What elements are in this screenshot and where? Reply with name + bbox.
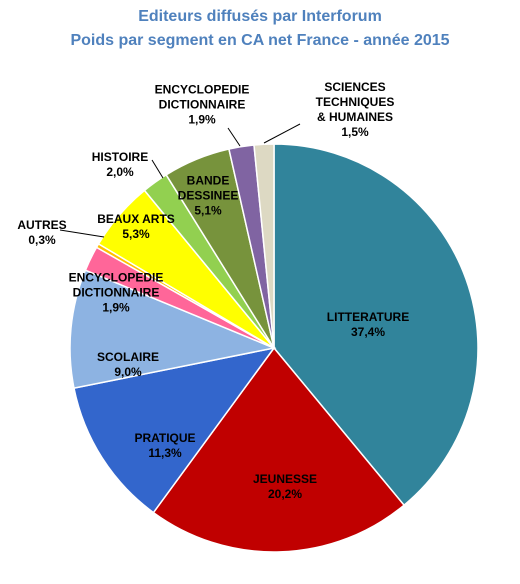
chart-title: Editeurs diffusés par Interforum bbox=[138, 8, 382, 25]
leader-line bbox=[59, 229, 105, 238]
value-label: 2,0% bbox=[106, 165, 134, 179]
slice-label: PRATIQUE 11,3% bbox=[134, 431, 195, 461]
slice-label: ENCYCLOPEDIE DICTIONNAIRE 1,9% bbox=[69, 271, 164, 316]
value-label: 5,1% bbox=[194, 203, 222, 218]
value-label: 11,3% bbox=[148, 446, 182, 460]
slice-label: AUTRES 0,3% bbox=[17, 218, 66, 248]
leader-line bbox=[227, 127, 241, 147]
slice-label: BEAUX ARTS 5,3% bbox=[97, 212, 175, 242]
category-label: SCOLAIRE bbox=[96, 350, 160, 364]
value-label: 1,9% bbox=[188, 112, 216, 127]
category-label: BANDE DESSINEE bbox=[177, 173, 239, 203]
value-label: 1,5% bbox=[341, 125, 369, 139]
pie-slice bbox=[69, 269, 277, 390]
value-label: 0,3% bbox=[28, 233, 56, 247]
leader-lines bbox=[59, 123, 301, 238]
pie-slice bbox=[273, 143, 479, 507]
category-label: ENCYCLOPEDIE DICTIONNAIRE bbox=[68, 270, 164, 300]
pie-slice bbox=[152, 346, 406, 553]
slice-label: BANDE DESSINEE 5,1% bbox=[178, 174, 239, 219]
value-label: 9,0% bbox=[114, 365, 142, 379]
leader-line bbox=[263, 123, 301, 144]
value-label: 20,2% bbox=[267, 487, 303, 501]
value-label: 5,3% bbox=[122, 227, 150, 241]
slice-label: HISTOIRE 2,0% bbox=[92, 150, 148, 180]
leader-line bbox=[151, 159, 164, 179]
pie-slice bbox=[73, 346, 276, 514]
value-label: 1,9% bbox=[102, 300, 130, 315]
category-label: PRATIQUE bbox=[134, 431, 196, 445]
category-label: SCIENCES TECHNIQUES & HUMAINES bbox=[315, 80, 395, 124]
slice-label: SCIENCES TECHNIQUES & HUMAINES 1,5% bbox=[316, 80, 395, 140]
slice-label: ENCYCLOPEDIE DICTIONNAIRE 1,9% bbox=[155, 83, 250, 128]
slice-label: JEUNESSE 20,2% bbox=[253, 472, 317, 502]
slice-label: SCOLAIRE 9,0% bbox=[97, 350, 159, 380]
category-label: ENCYCLOPEDIE DICTIONNAIRE bbox=[154, 82, 250, 112]
category-label: HISTOIRE bbox=[91, 150, 149, 164]
slice-label: LITTERATURE 37,4% bbox=[327, 310, 409, 340]
pie-slice bbox=[253, 143, 275, 349]
value-label: 37,4% bbox=[350, 325, 386, 339]
category-label: AUTRES bbox=[17, 218, 67, 232]
category-label: LITTERATURE bbox=[326, 310, 410, 324]
category-label: JEUNESSE bbox=[252, 472, 318, 486]
category-label: BEAUX ARTS bbox=[97, 212, 175, 226]
chart-subtitle: Poids par segment en CA net France - ann… bbox=[70, 32, 450, 49]
